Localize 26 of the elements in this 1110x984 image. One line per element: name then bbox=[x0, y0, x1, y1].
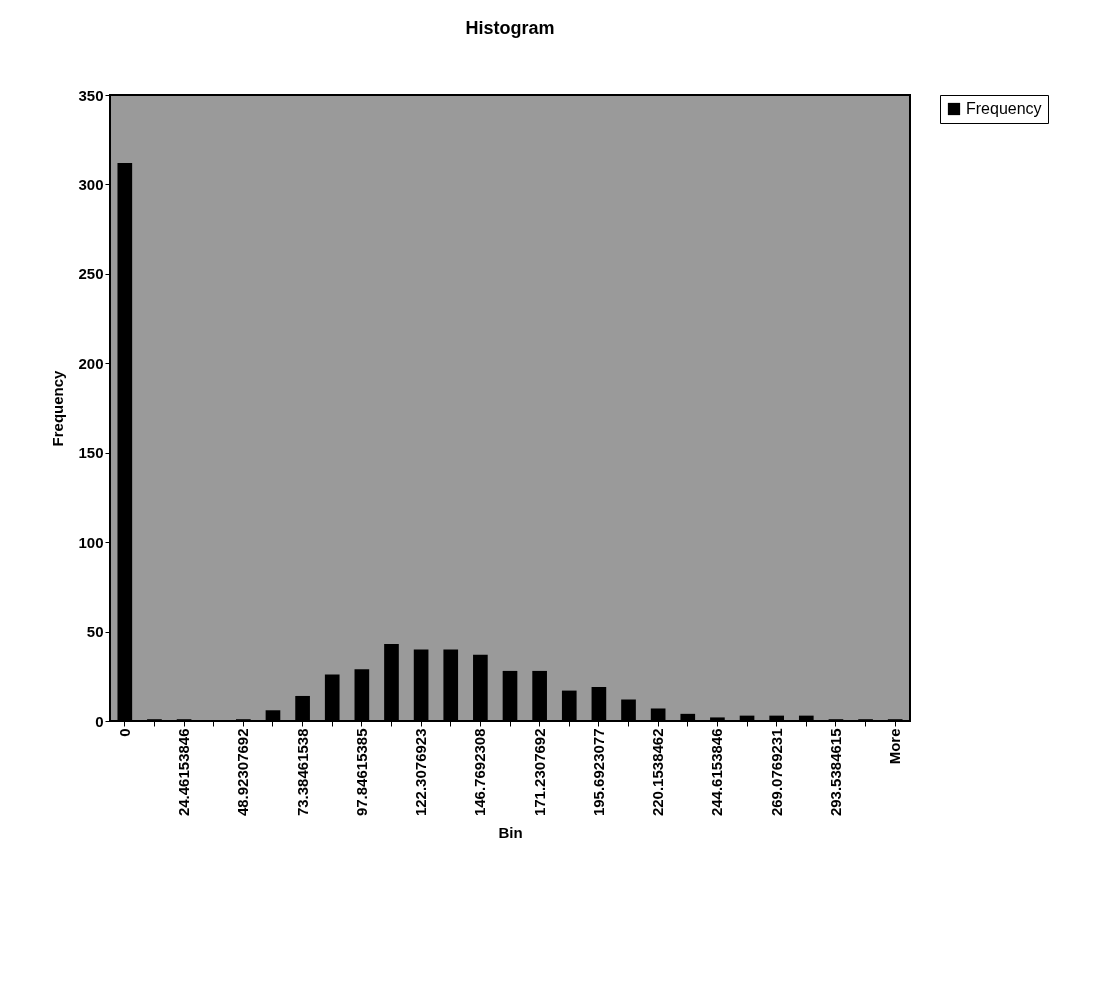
y-axis-title: Frequency bbox=[49, 369, 67, 447]
x-tick-label: 48.92307692 bbox=[234, 728, 252, 817]
y-tick-label: 150 bbox=[78, 444, 104, 462]
y-tick-label: 350 bbox=[78, 86, 104, 104]
x-tick-label: 244.6153846 bbox=[708, 728, 726, 817]
x-tick-label: 24.46153846 bbox=[175, 728, 193, 817]
y-tick-label: 200 bbox=[78, 354, 104, 372]
x-tick-label: 220.1538462 bbox=[649, 728, 667, 817]
legend-label: Frequency bbox=[966, 100, 1042, 117]
x-tick-label: 146.7692308 bbox=[471, 728, 489, 817]
y-tick-label: 300 bbox=[78, 175, 104, 193]
x-tick-label: More bbox=[886, 728, 904, 765]
x-tick-label: 73.38461538 bbox=[293, 728, 311, 817]
x-tick-label: 195.6923077 bbox=[589, 728, 607, 817]
x-tick-label: 97.84615385 bbox=[352, 728, 370, 817]
x-tick-label: 122.3076923 bbox=[412, 728, 430, 817]
x-tick-label: 269.0769231 bbox=[767, 728, 785, 817]
y-tick-label: 250 bbox=[78, 265, 104, 283]
x-axis-title: Bin bbox=[498, 824, 523, 842]
chart-title: Histogram bbox=[465, 18, 555, 38]
x-tick-label: 293.5384615 bbox=[826, 728, 844, 817]
x-tick-label: 0 bbox=[115, 728, 133, 737]
y-tick-label: 0 bbox=[95, 712, 104, 730]
y-tick-label: 50 bbox=[86, 623, 104, 641]
y-tick-label: 100 bbox=[78, 533, 104, 551]
x-tick-label: 171.2307692 bbox=[530, 728, 548, 817]
